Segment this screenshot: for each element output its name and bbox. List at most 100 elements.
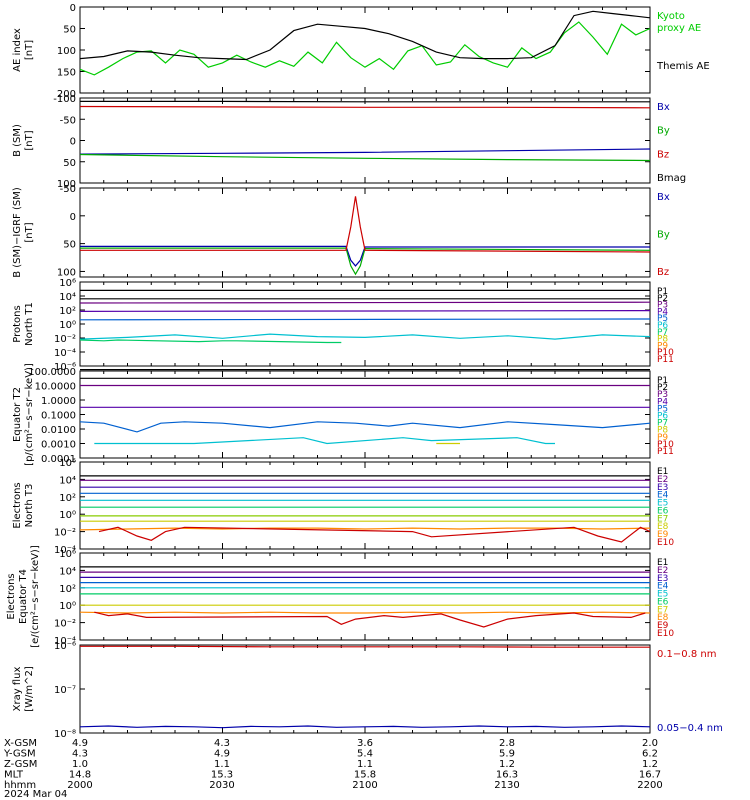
legend-label: E10 [657,538,674,548]
y-axis-label: Electrons [12,482,23,528]
panel-b_igrf: -50 0 50 100 B (SM)−IGRF (SM) [nT] Bx By Bz [12,184,670,278]
footer-value: 15.3 [211,770,233,781]
y-tick-label: 10⁻² [54,334,76,345]
legend-label: E3 [657,483,668,493]
y-tick-label: -100 [53,94,76,105]
y-tick-label: 10⁰ [59,510,76,521]
legend-label: P11 [657,447,674,457]
y-tick-label: 50 [63,25,76,36]
footer-row-label: Y-GSM [3,749,36,760]
y-axis-label: AE index [12,28,23,72]
y-axis-label: B (SM) [12,124,23,157]
legend-label: By [657,126,670,137]
series-line-e9 [94,611,646,628]
footer-value: 1.0 [72,759,88,770]
legend-label: E6 [657,597,669,607]
y-tick-label: 10² [59,584,76,595]
y-tick-label: 100 [57,267,76,278]
y-axis-label: [p/(cm²−s−sr−keV)] [24,363,35,466]
legend-label: P8 [657,335,668,345]
legend-label: Bz [657,267,669,278]
y-tick-label: 100 [57,179,76,190]
footer-value: 2.0 [642,738,658,749]
panel-xray: 10⁻⁶ 10⁻⁷ 10⁻⁸ Xray flux [W/m^2] 0.1−0.8 nm 0.… [12,641,723,740]
footer-value: 2100 [352,780,377,791]
footer-value: 6.2 [642,749,658,760]
y-tick-label: 10⁻⁸ [54,729,76,740]
legend-label: 0.05−0.4 nm [657,723,723,734]
legend-label: P4 [657,307,668,317]
series-line-p3 [79,301,651,304]
series-line-0108nm [80,645,650,648]
y-tick-label: 10⁶ [59,458,76,469]
footer-value: 14.8 [69,770,91,781]
legend-label: E9 [657,530,669,540]
plot-frame [79,644,651,734]
y-axis-label: [e/(cm²−s−sr−keV)] [30,545,41,648]
footer-value: 4.3 [72,749,88,760]
legend-label: P10 [657,440,674,450]
y-tick-label: 50 [63,240,76,251]
y-axis-label: Equator T4 [18,569,29,624]
legend-label: E5 [657,590,668,600]
legend-label: E4 [657,491,669,501]
legend-label: Bz [657,149,669,160]
footer-value: 3.6 [357,738,373,749]
footer-row-label: hhmm [4,780,36,791]
footer-value: 2.8 [499,738,515,749]
footer-row-label: Z-GSM [4,759,37,770]
footer-row-label: X-GSM [4,738,37,749]
panel-electrons_equator: 10⁶ 10⁴ 10² 10⁰ 10⁻² 10⁻⁴ Electrons Equator T4[… [6,545,674,648]
y-tick-label: 10⁶ [59,278,76,289]
y-tick-label: 10⁻² [54,619,76,630]
y-axis-label: North T1 [24,302,35,346]
plot-frame [79,6,651,94]
series-line-bx [80,245,650,267]
series-line-e8 [79,611,651,614]
series-line-p7 [79,339,342,344]
legend-label: E5 [657,499,668,509]
y-tick-label: 0.0100 [41,425,76,436]
legend-label: P1 [657,376,668,386]
footer-value: 1.1 [357,759,373,770]
y-tick-label: 10⁻² [54,528,76,539]
legend-label: P6 [657,412,668,422]
footer-value: 15.8 [354,770,376,781]
y-tick-label: 10⁻⁷ [54,685,76,696]
footer-value: 2200 [637,780,662,791]
y-tick-label: 100 [57,46,76,57]
footer-value: 2030 [209,780,234,791]
y-tick-label: 10⁴ [59,292,76,303]
footer-value: 4.9 [214,749,230,760]
footer-date: 2024 Mar 04 [4,789,67,800]
footer-value: 5.9 [499,749,515,760]
series-line-themisae [79,10,651,61]
plot-frame [79,370,651,459]
y-axis-label: Xray flux [12,667,23,712]
footer-value: 4.3 [214,738,230,749]
legend-label: E10 [657,629,674,639]
legend-label: E3 [657,574,668,584]
legend-label: E1 [657,467,668,477]
y-tick-label: -50 [60,184,76,195]
y-tick-label: 10⁻⁶ [54,362,76,373]
series-line-bx [79,148,651,155]
legend-label: P5 [657,404,668,414]
footer-value: 4.9 [72,738,88,749]
y-tick-label: 0 [70,3,76,14]
y-tick-label: 10⁴ [59,566,76,577]
legend-label: P7 [657,419,668,429]
legend-label: P10 [657,348,674,358]
y-tick-label: 0.0010 [41,440,76,451]
footer-value: 16.3 [496,770,518,781]
plot-frame [79,281,651,367]
footer-value: 16.7 [639,770,661,781]
legend-label: P8 [657,426,668,436]
y-tick-label: 10² [59,493,76,504]
y-axis-label: B (SM)−IGRF (SM) [12,187,23,278]
y-axis-label: North T3 [24,484,35,528]
y-tick-label: 0 [70,137,76,148]
series-line-p6 [94,437,555,445]
panel-b_sm: -100 -50 0 50 100 B (SM) [nT] Bx By Bz Bmag [12,94,686,190]
